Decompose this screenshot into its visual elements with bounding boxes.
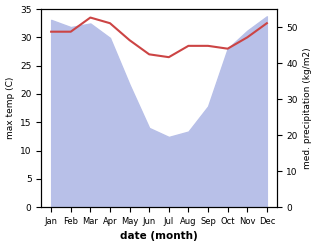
Y-axis label: max temp (C): max temp (C) — [5, 77, 15, 139]
X-axis label: date (month): date (month) — [120, 231, 198, 242]
Y-axis label: med. precipitation (kg/m2): med. precipitation (kg/m2) — [303, 47, 313, 169]
